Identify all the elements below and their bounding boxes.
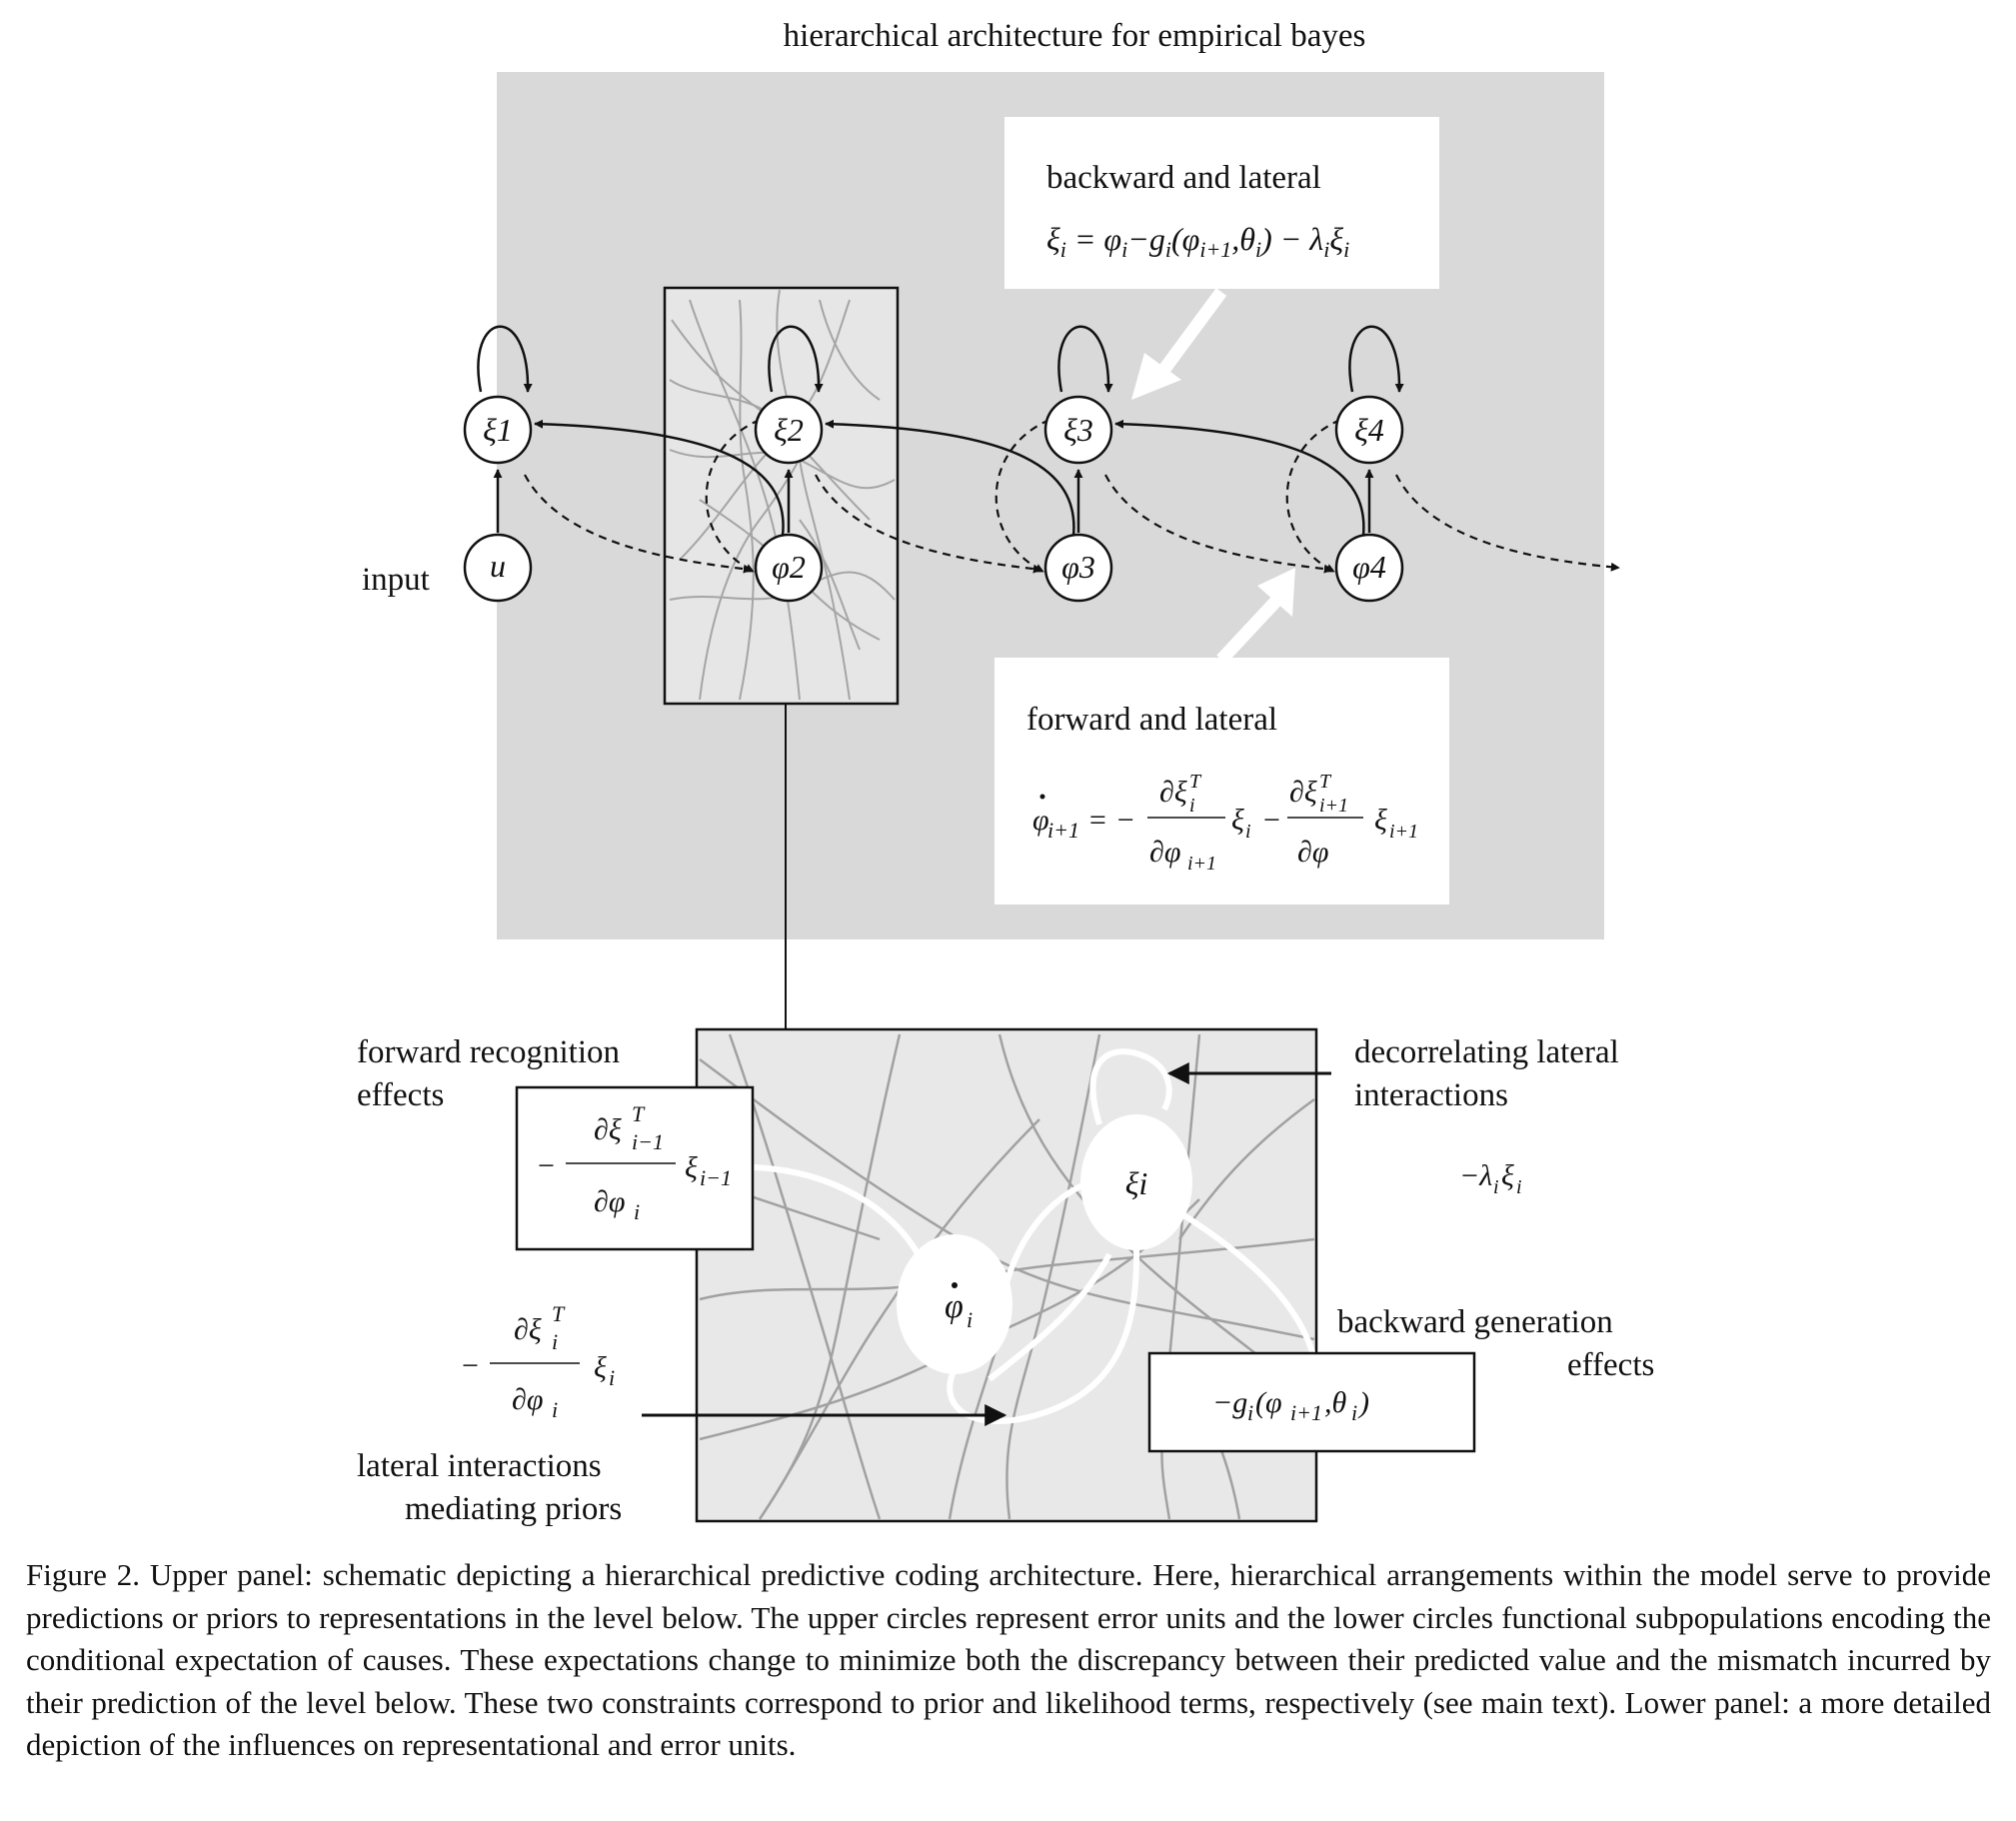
forward-dashed-curves [524,418,1620,574]
backward-generation-box: −g i (φ i+1 ,θ i ) [1147,1351,1476,1453]
svg-text:i: i [634,1199,640,1224]
state-unit-2: φ2 [754,533,824,603]
forward-lateral-label: forward and lateral [1026,702,1277,738]
lower-state-label: φ [945,1288,964,1325]
svg-text:i+1: i+1 [1047,818,1079,843]
backward-lateral-box: backward and lateral ξi = φi−gi(φi+1,θi)… [1005,117,1439,289]
svg-text:i: i [552,1397,558,1422]
input-label: input [362,562,430,598]
svg-text:ξ: ξ [1231,804,1244,837]
svg-text:i+1: i+1 [1389,821,1418,843]
svg-text:i: i [1493,1176,1499,1198]
svg-text:−: − [538,1149,555,1182]
svg-text:T: T [1319,771,1332,793]
svg-text:T: T [552,1301,566,1326]
self-loops [477,325,1404,393]
state-units: u φ2 φ3 φ4 [463,533,1404,603]
upper-panel: backward and lateral ξi = φi−gi(φi+1,θi)… [362,72,1620,1029]
svg-text:−: − [462,1349,479,1382]
svg-text:∂ξ: ∂ξ [514,1313,542,1346]
svg-text:ξ: ξ [685,1151,698,1184]
decorrelating-label-1: decorrelating lateral [1354,1034,1619,1070]
svg-text:i: i [1351,1400,1357,1425]
input-node: u [463,533,533,603]
decorrelating-label-2: interactions [1354,1077,1508,1113]
svg-text:i+1: i+1 [1319,795,1348,817]
error-unit-3: ξ3 [1043,395,1113,465]
backward-curves [534,419,1365,537]
svg-text:i+1: i+1 [1290,1400,1322,1425]
lateral-label-2: mediating priors [405,1491,622,1527]
svg-text:i: i [609,1365,615,1390]
backward-lateral-label: backward and lateral [1046,160,1321,196]
svg-text:ξ: ξ [594,1351,607,1384]
svg-text:ξ: ξ [1501,1159,1514,1192]
forward-recognition-label-1: forward recognition [357,1034,620,1070]
svg-text:−λ: −λ [1459,1159,1492,1192]
prediction-arrows [493,469,1374,533]
forward-recognition-label-2: effects [357,1077,444,1113]
svg-text:∂ξ: ∂ξ [594,1113,622,1146]
svg-text:φ: φ [1032,804,1049,837]
svg-text:φ3: φ3 [1061,549,1095,585]
error-unit-4: ξ4 [1334,395,1404,465]
svg-text:i: i [1247,1400,1253,1425]
decorrelating-term: −λ i ξ i [1459,1159,1522,1198]
error-units: ξ1 ξ2 ξ3 ξ4 [463,395,1404,465]
svg-text:i−1: i−1 [700,1165,732,1190]
forward-lateral-equation: φ i+1 = − ∂ξ T i ∂φ i+1 ξ i − ∂ξ T i+1 ∂… [1032,771,1418,875]
svg-text:ξ2: ξ2 [774,412,804,448]
svg-text:ξ1: ξ1 [483,412,513,448]
svg-text:i: i [552,1329,558,1354]
svg-text:∂φ: ∂φ [594,1185,625,1218]
svg-text:i: i [1189,795,1195,817]
state-unit-4: φ4 [1334,533,1404,603]
lower-state-node: φ i [897,1234,1012,1374]
svg-text:∂ξ: ∂ξ [1159,776,1187,809]
backward-generation-label-1: backward generation [1337,1304,1613,1340]
lower-error-node: ξi [1080,1114,1192,1250]
svg-text:−: − [1261,804,1281,837]
lower-panel: ξi φ i − ∂ξ T i−1 ∂φ i ξ i−1 forward rec… [357,1027,1654,1527]
svg-text:(φ: (φ [1255,1386,1282,1419]
svg-text:ξ3: ξ3 [1063,412,1093,448]
svg-text:): ) [1357,1386,1369,1419]
figure-caption: Figure 2. Upper panel: schematic depicti… [26,1557,1991,1762]
svg-text:ξ4: ξ4 [1354,412,1384,448]
svg-text:ξi: ξi [1125,1165,1148,1201]
svg-text:φ2: φ2 [772,549,806,585]
backward-lateral-equation: ξi = φi−gi(φi+1,θi) − λiξi [1046,221,1349,262]
forward-white-arrow [1216,568,1295,665]
svg-text:i−1: i−1 [632,1129,664,1154]
svg-text:= −: = − [1087,804,1135,837]
svg-text:ξ: ξ [1374,804,1387,837]
svg-text:u: u [490,548,506,584]
svg-text:i: i [1516,1176,1522,1198]
forward-lateral-box: forward and lateral φ i+1 = − ∂ξ T i ∂φ … [995,658,1449,905]
svg-text:−g: −g [1212,1386,1247,1419]
prior-term: − ∂ξ T i ∂φ i ξ i [462,1301,615,1422]
svg-text:i: i [967,1307,973,1332]
svg-text:∂φ: ∂φ [1149,836,1180,869]
figure-title: hierarchical architecture for empirical … [784,18,1366,54]
neuron-inset [663,286,900,1029]
svg-text:∂ξ: ∂ξ [1289,776,1317,809]
svg-text:T: T [632,1101,646,1126]
svg-text:T: T [1189,771,1202,793]
error-unit-1: ξ1 [463,395,533,465]
svg-text:∂φ: ∂φ [512,1383,543,1416]
lateral-label-1: lateral interactions [357,1448,602,1484]
backward-generation-label-2: effects [1567,1347,1654,1383]
forward-recognition-box: − ∂ξ T i−1 ∂φ i ξ i−1 [515,1085,755,1251]
state-unit-3: φ3 [1043,533,1113,603]
backward-white-arrow [1131,288,1227,400]
svg-text:i+1: i+1 [1187,853,1216,875]
svg-text:,θ: ,θ [1324,1386,1347,1419]
svg-text:i: i [1245,821,1251,843]
svg-text:∂φ: ∂φ [1297,836,1328,869]
svg-text:φ4: φ4 [1352,549,1386,585]
error-unit-2: ξ2 [754,395,824,465]
